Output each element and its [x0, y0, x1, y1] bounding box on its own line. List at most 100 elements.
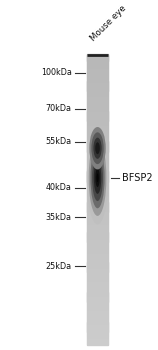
Bar	[87, 117, 108, 119]
Bar	[87, 293, 108, 294]
Bar	[87, 116, 108, 118]
Bar	[87, 312, 108, 313]
Bar	[87, 141, 108, 143]
Bar	[87, 257, 108, 258]
Bar	[87, 104, 108, 105]
Bar	[87, 64, 108, 65]
Bar	[87, 72, 108, 73]
Bar	[87, 284, 108, 285]
Bar	[87, 293, 108, 295]
Bar	[87, 99, 108, 100]
Bar	[87, 98, 108, 99]
Bar	[87, 96, 108, 97]
Bar	[87, 93, 108, 95]
Bar	[87, 180, 108, 182]
Bar	[87, 252, 108, 253]
Bar	[87, 145, 108, 147]
Bar	[87, 261, 108, 263]
Bar	[87, 229, 108, 230]
Bar	[87, 230, 108, 231]
Bar	[87, 103, 108, 104]
Bar	[87, 220, 108, 221]
Bar	[87, 280, 108, 281]
Bar	[87, 190, 108, 191]
Bar	[87, 288, 108, 289]
Bar	[87, 332, 108, 334]
Bar	[87, 239, 108, 240]
Bar	[87, 334, 108, 335]
Bar	[87, 246, 108, 247]
Bar	[87, 339, 108, 340]
Bar	[87, 108, 108, 110]
Bar	[87, 80, 108, 82]
Bar	[87, 148, 108, 149]
Bar	[87, 179, 108, 181]
Bar	[87, 154, 108, 155]
Bar	[87, 340, 108, 341]
Bar	[87, 197, 108, 198]
Bar	[87, 283, 108, 284]
Bar	[87, 253, 108, 254]
Bar	[87, 62, 108, 63]
Bar	[87, 195, 108, 196]
Bar	[87, 341, 108, 342]
Bar	[87, 101, 108, 102]
Bar	[87, 287, 108, 288]
Bar	[87, 65, 108, 66]
Bar	[87, 151, 108, 153]
Bar	[87, 181, 108, 182]
Bar	[87, 57, 108, 58]
Bar	[87, 158, 108, 159]
Text: 70kDa: 70kDa	[46, 104, 72, 113]
Bar	[87, 67, 108, 68]
Bar	[87, 162, 108, 163]
Bar	[87, 75, 108, 76]
Bar	[87, 66, 108, 67]
Text: 25kDa: 25kDa	[46, 262, 72, 271]
Bar	[87, 245, 108, 246]
Bar	[87, 88, 108, 90]
Bar	[87, 318, 108, 319]
Bar	[87, 295, 108, 297]
Bar	[87, 61, 108, 62]
Bar	[87, 84, 108, 86]
Text: BFSP2: BFSP2	[122, 173, 153, 183]
Bar	[87, 201, 108, 202]
Bar	[87, 205, 108, 206]
Bar	[87, 139, 108, 140]
Bar	[87, 206, 108, 208]
Bar	[87, 140, 108, 141]
Bar	[87, 165, 108, 166]
Bar	[87, 100, 108, 101]
Bar	[87, 240, 108, 241]
Bar	[87, 83, 108, 84]
Bar	[87, 213, 108, 215]
Bar	[87, 187, 108, 188]
Bar	[87, 90, 108, 91]
Bar	[87, 221, 108, 222]
Bar	[87, 226, 108, 227]
Bar	[87, 231, 108, 232]
Bar	[87, 212, 108, 214]
Bar	[87, 56, 108, 58]
Bar	[87, 83, 108, 85]
Bar	[87, 262, 108, 264]
Bar	[87, 333, 108, 335]
Ellipse shape	[87, 131, 108, 224]
Bar	[87, 234, 108, 236]
Bar	[87, 342, 108, 343]
Bar	[87, 82, 108, 83]
Bar	[87, 193, 108, 194]
Bar	[87, 132, 108, 133]
Bar	[87, 264, 108, 265]
Ellipse shape	[89, 127, 106, 169]
Bar	[87, 138, 108, 139]
Bar	[87, 173, 108, 174]
Bar	[87, 119, 108, 120]
Bar	[87, 329, 108, 330]
Bar	[87, 204, 108, 206]
Bar	[87, 121, 108, 122]
Bar	[87, 135, 108, 136]
Bar	[87, 322, 108, 323]
Ellipse shape	[97, 174, 99, 182]
